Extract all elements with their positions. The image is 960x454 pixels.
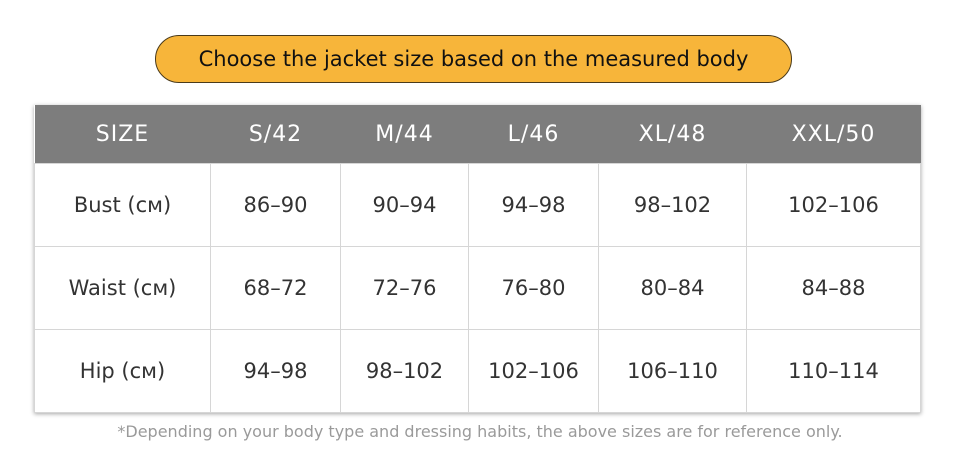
size-cell: 86–90 [210,163,341,247]
row-label: Bust (см) [34,163,211,247]
size-cell: 94–98 [210,329,341,413]
table-row: Hip (см) 94–98 98–102 102–106 106–110 110–114 [34,329,921,413]
title: Choose the jacket size based on the meas… [198,47,749,71]
table-row: Waist (см) 68–72 72–76 76–80 80–84 84–88 [34,246,921,330]
title-banner: Choose the jacket size based on the meas… [155,35,792,83]
size-cell: 98–102 [598,163,747,247]
size-cell: 76–80 [468,246,599,330]
size-cell: 90–94 [340,163,469,247]
header-cell: S/42 [210,105,341,164]
size-cell: 98–102 [340,329,469,413]
header-cell: SIZE [34,105,211,164]
disclaimer-note: *Depending on your body type and dressin… [117,422,843,441]
size-cell: 72–76 [340,246,469,330]
size-cell: 94–98 [468,163,599,247]
size-cell: 102–106 [746,163,921,247]
header-cell: L/46 [468,105,599,164]
row-label: Hip (см) [34,329,211,413]
header-row: SIZE S/42 M/44 L/46 XL/48 XXL/50 [34,105,921,164]
size-cell: 68–72 [210,246,341,330]
size-cell: 110–114 [746,329,921,413]
size-cell: 80–84 [598,246,747,330]
size-cell: 84–88 [746,246,921,330]
size-chart-table: SIZE S/42 M/44 L/46 XL/48 XXL/50 Bust (с… [34,105,921,413]
size-cell: 102–106 [468,329,599,413]
row-label: Waist (см) [34,246,211,330]
header-cell: XXL/50 [746,105,921,164]
header-cell: M/44 [340,105,469,164]
size-cell: 106–110 [598,329,747,413]
header-cell: XL/48 [598,105,747,164]
table-row: Bust (см) 86–90 90–94 94–98 98–102 102–106 [34,163,921,247]
